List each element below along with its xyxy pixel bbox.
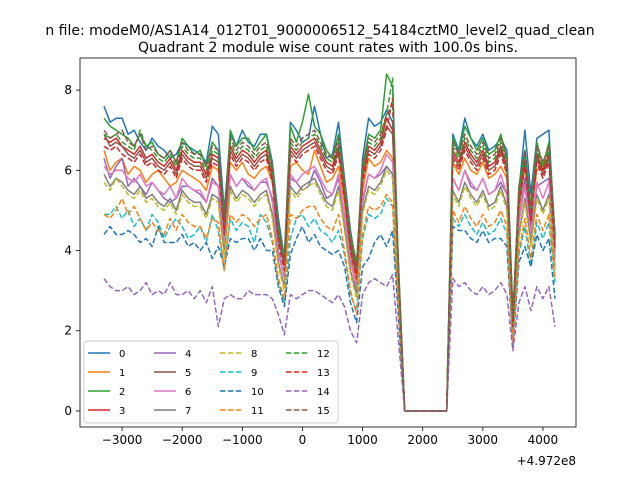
series-lines: [103, 73, 556, 412]
legend-label-9: 9: [251, 368, 257, 379]
legend-label-5: 5: [185, 368, 191, 379]
plot-axes: −3000 −2000 −1000 0 1000 2000 3000 4000 0 2 4 6 8 +…: [64, 57, 577, 468]
y-tick-label: 8: [64, 83, 72, 97]
x-tick-label: 4000: [528, 433, 559, 447]
x-tick-label: 3000: [468, 433, 499, 447]
legend-label-0: 0: [119, 349, 125, 360]
legend-label-10: 10: [251, 387, 264, 398]
y-tick-label: 0: [64, 404, 72, 418]
legend-label-7: 7: [185, 406, 191, 417]
series-line-7: [103, 165, 556, 412]
chart-title: Quadrant 2 module wise count rates with …: [138, 40, 518, 56]
x-tick-label: −1000: [222, 433, 263, 447]
legend-label-8: 8: [251, 349, 257, 360]
plot-frame: [79, 57, 577, 428]
series-line-13: [103, 97, 556, 412]
series-line-1: [103, 149, 556, 412]
x-tick-label: −2000: [162, 433, 203, 447]
legend-label-14: 14: [317, 387, 330, 398]
legend-label-1: 1: [119, 368, 125, 379]
series-line-6: [103, 153, 556, 412]
y-tick-label: 2: [64, 324, 72, 338]
series-line-12: [103, 77, 556, 412]
figure-suptitle: n file: modeM0/AS1A14_012T01_9000006512_…: [45, 23, 594, 39]
legend-label-13: 13: [317, 368, 330, 379]
legend-label-2: 2: [119, 387, 125, 398]
series-line-10: [103, 225, 556, 412]
legend-label-15: 15: [317, 406, 330, 417]
x-tick-label: 1000: [347, 433, 378, 447]
series-line-3: [103, 117, 556, 412]
series-line-15: [103, 105, 556, 412]
series-line-14: [103, 273, 556, 412]
legend-label-12: 12: [317, 349, 330, 360]
x-tick-label: 2000: [407, 433, 438, 447]
legend-label-11: 11: [251, 406, 264, 417]
series-line-11: [103, 193, 556, 412]
legend-label-4: 4: [185, 349, 191, 360]
x-axis-ticks: −3000 −2000 −1000 0 1000 2000 3000 4000: [102, 427, 558, 447]
legend-label-3: 3: [119, 406, 125, 417]
y-tick-label: 4: [64, 244, 72, 258]
x-axis-offset-text: +4.972e8: [517, 454, 576, 468]
series-line-5: [103, 125, 556, 412]
legend-frame: [83, 340, 339, 424]
legend-label-6: 6: [185, 387, 191, 398]
x-tick-label: 0: [299, 433, 307, 447]
y-tick-label: 6: [64, 163, 72, 177]
y-axis-ticks: 0 2 4 6 8: [64, 83, 80, 418]
x-tick-label: −3000: [102, 433, 143, 447]
series-line-8: [103, 169, 556, 412]
